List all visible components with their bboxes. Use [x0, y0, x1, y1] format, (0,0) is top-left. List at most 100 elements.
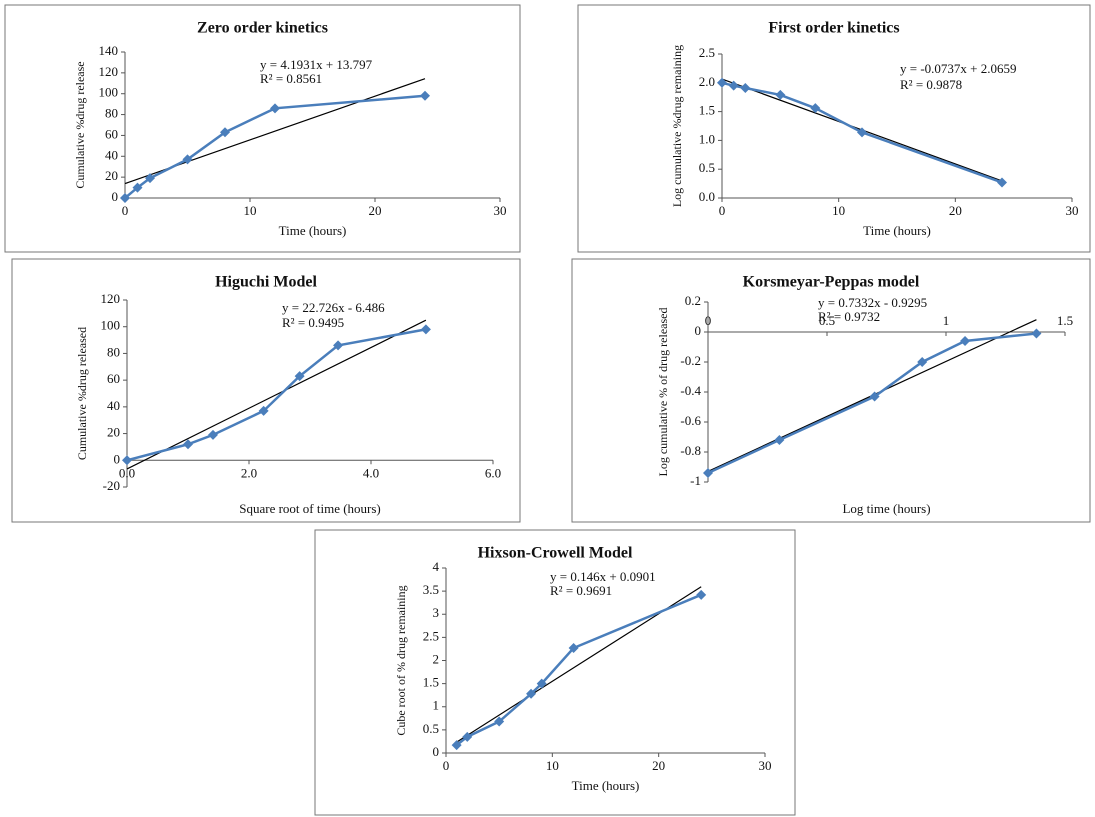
y-axis-label: Cumulative %drug released	[75, 327, 89, 460]
data-point	[703, 468, 713, 478]
panel-border	[577, 4, 1091, 253]
y-tick-label: 60	[105, 126, 118, 141]
y-axis-label: Cumulative %drug release	[73, 61, 87, 188]
y-tick-label: 0	[112, 189, 119, 204]
x-tick-label: 0	[443, 758, 450, 773]
data-point	[568, 643, 579, 654]
y-tick-label: 4	[433, 559, 440, 574]
chart-title: Hixson-Crowell Model	[478, 545, 633, 562]
data-point	[420, 90, 430, 101]
data-point	[258, 405, 269, 416]
y-tick-label: 0.2	[685, 293, 701, 308]
data-point	[1031, 328, 1042, 339]
y-tick-label: 1.5	[423, 675, 439, 690]
chart-panel: Higuchi Model -20 0 20 40 60 80 100 120 0.0 2.0 4.0…	[11, 258, 521, 523]
r-squared: R² = 0.9495	[282, 315, 344, 330]
chart-panel: Zero order kinetics 0 20 40 60 80 100 120 140 0 10…	[4, 4, 521, 253]
x-tick-label: 1.5	[1057, 313, 1073, 328]
r-squared: R² = 0.9691	[550, 583, 612, 598]
chart-title: First order kinetics	[768, 20, 899, 37]
x-tick-label: 30	[1066, 203, 1079, 218]
y-tick-label: 0	[433, 744, 440, 759]
y-tick-label: -20	[103, 478, 120, 493]
y-tick-label: -0.2	[680, 353, 701, 368]
r-squared: R² = 0.9732	[818, 309, 880, 324]
data-point	[183, 439, 193, 450]
r-squared: R² = 0.8561	[260, 71, 322, 86]
x-tick-label: 20	[652, 758, 665, 773]
data-point	[774, 435, 785, 445]
trend-equation: y = 4.1931x + 13.797	[260, 57, 373, 72]
x-tick-label: 0	[705, 313, 712, 328]
data-point	[857, 127, 867, 138]
trend-equation: y = -0.0737x + 2.0659	[900, 61, 1017, 76]
y-tick-label: 2	[433, 651, 440, 666]
y-tick-label: 2.0	[699, 74, 715, 89]
x-tick-label: 0.0	[119, 465, 135, 480]
x-tick-label: 10	[832, 203, 845, 218]
y-tick-label: 3.5	[423, 582, 439, 597]
x-tick-label: 0	[719, 203, 726, 218]
y-tick-label: 40	[105, 147, 118, 162]
data-point	[740, 82, 751, 93]
trend-equation: y = 22.726x - 6.486	[282, 300, 385, 315]
y-tick-label: 0	[695, 323, 702, 338]
chart-title: Higuchi Model	[215, 274, 317, 291]
y-tick-label: 2.5	[699, 45, 715, 60]
y-tick-label: -0.6	[680, 413, 701, 428]
chart-panel: Hixson-Crowell Model 0 0.5 1 1.5 2 2.5 3 3.5 4 0 10…	[314, 529, 796, 816]
data-point	[494, 716, 505, 727]
data-point	[810, 103, 821, 114]
data-point	[120, 193, 130, 203]
x-tick-label: 10	[244, 203, 257, 218]
r-squared: R² = 0.9878	[900, 77, 962, 92]
x-axis-label: Time (hours)	[863, 223, 931, 238]
data-point	[536, 678, 547, 689]
y-tick-label: 0	[114, 451, 121, 466]
trend-equation: y = 0.7332x - 0.9295	[818, 295, 927, 310]
data-point	[145, 173, 155, 184]
data-point	[182, 154, 193, 165]
x-tick-label: 1	[943, 313, 950, 328]
x-axis-label: Time (hours)	[279, 223, 347, 238]
panel-border	[314, 529, 796, 816]
series-line	[707, 332, 1037, 475]
y-tick-label: -1	[690, 473, 701, 488]
trend-equation: y = 0.146x + 0.0901	[550, 569, 656, 584]
y-tick-label: 120	[99, 64, 119, 79]
y-tick-label: 1.0	[699, 131, 715, 146]
x-tick-label: 0.5	[819, 313, 835, 328]
y-tick-label: 0.5	[423, 721, 439, 736]
y-tick-label: 40	[107, 398, 120, 413]
x-tick-label: 20	[949, 203, 962, 218]
y-tick-label: 20	[107, 425, 120, 440]
y-tick-label: 1.5	[699, 103, 715, 118]
data-point	[997, 177, 1007, 188]
y-tick-label: -0.4	[680, 383, 701, 398]
y-tick-label: 0.0	[699, 189, 715, 204]
y-tick-label: -0.8	[680, 443, 701, 458]
x-tick-label: 2.0	[241, 465, 257, 480]
data-point	[451, 740, 462, 751]
panel-border	[571, 258, 1091, 523]
chart-title: Zero order kinetics	[197, 20, 328, 37]
data-point	[132, 182, 143, 193]
x-axis-label: Time (hours)	[572, 778, 640, 793]
y-tick-label: 20	[105, 168, 118, 183]
data-point	[462, 731, 473, 742]
x-tick-label: 20	[369, 203, 382, 218]
data-point	[220, 127, 230, 138]
y-tick-label: 100	[101, 318, 121, 333]
y-tick-label: 0.5	[699, 160, 715, 175]
y-tick-label: 100	[99, 85, 119, 100]
y-axis-label: Cube root of % drug remaining	[394, 585, 408, 735]
y-tick-label: 120	[101, 291, 121, 306]
x-tick-label: 30	[759, 758, 772, 773]
data-point	[775, 89, 786, 100]
data-point	[526, 688, 537, 699]
data-point	[696, 589, 707, 600]
x-axis-label: Square root of time (hours)	[239, 501, 381, 516]
y-tick-label: 60	[107, 371, 120, 386]
data-point	[960, 336, 971, 346]
